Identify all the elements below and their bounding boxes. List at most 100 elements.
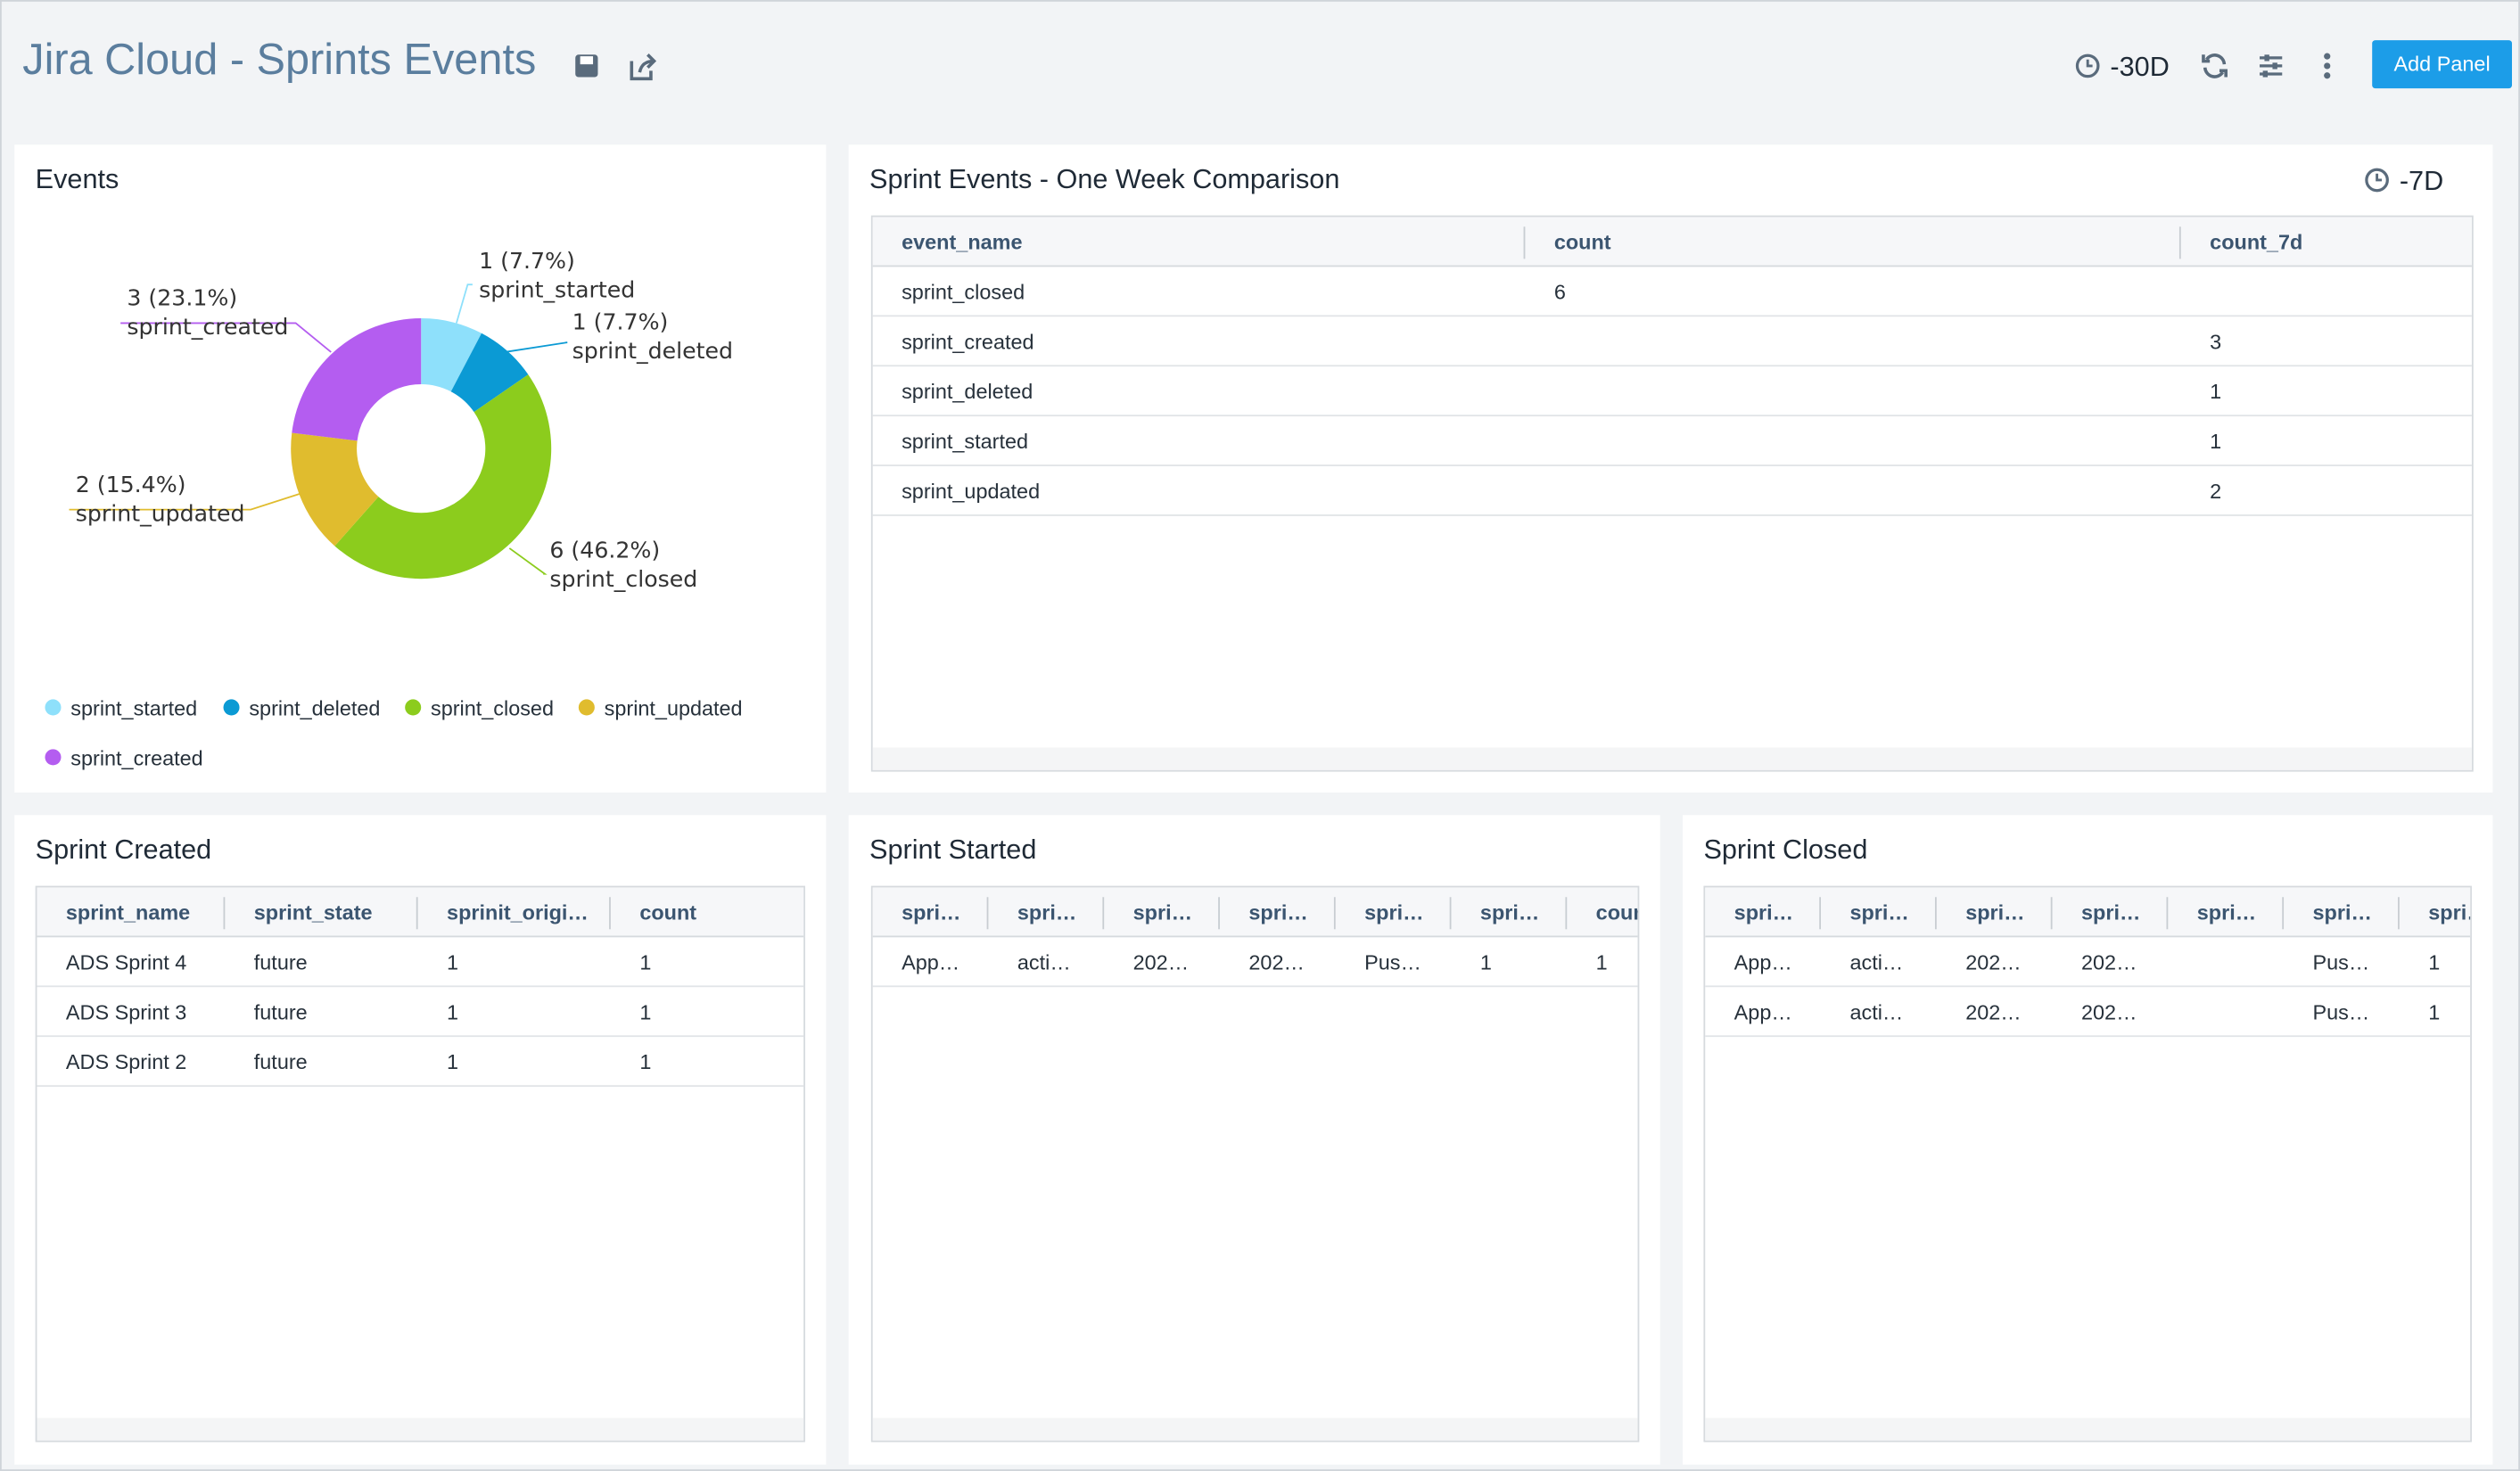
slice-label: 3 (23.1%) bbox=[127, 285, 237, 311]
clock-icon bbox=[2075, 53, 2100, 78]
legend-label: sprint_closed bbox=[431, 696, 554, 719]
column-header: count_7d bbox=[2181, 226, 2472, 259]
panel-title: Events bbox=[35, 163, 119, 195]
save-icon[interactable] bbox=[572, 52, 601, 80]
column-header: spri… bbox=[988, 897, 1105, 930]
table-cell: future bbox=[253, 999, 308, 1024]
table-cell: 1 bbox=[2428, 949, 2441, 974]
table-cell: ADS Sprint 3 bbox=[65, 999, 187, 1024]
panel-title: Sprint Created bbox=[35, 834, 212, 866]
table-cell: 1 bbox=[639, 1049, 652, 1074]
add-panel-button[interactable]: Add Panel bbox=[2372, 40, 2512, 89]
column-header: sprinit_origi… bbox=[418, 897, 611, 930]
slice-label: 2 (15.4%) bbox=[76, 472, 186, 497]
table-cell: sprint_updated bbox=[902, 479, 1041, 504]
table-cell: future bbox=[253, 1049, 308, 1074]
table-cell: 1 bbox=[2210, 429, 2222, 454]
table-cell: ADS Sprint 4 bbox=[65, 949, 187, 974]
column-header: spri… bbox=[1220, 897, 1336, 930]
table-cell: App… bbox=[902, 949, 960, 974]
table-cell: Pus… bbox=[2312, 949, 2370, 974]
leader-line bbox=[69, 492, 301, 511]
sprint-created-panel: Sprint Created sprint_name sprint_state sp… bbox=[14, 815, 827, 1465]
table-cell: acti… bbox=[1849, 999, 1904, 1024]
table: spri…spri…spri…spri…spri…spri…spri… App… a… bbox=[1703, 885, 2472, 1442]
column-header: spri… bbox=[1821, 897, 1937, 930]
table-cell: sprint_created bbox=[902, 329, 1034, 354]
table-cell: 1 bbox=[447, 949, 459, 974]
table-header: sprint_name sprint_state sprinit_origi… cou… bbox=[37, 887, 804, 938]
table-cell: 202… bbox=[1965, 999, 2022, 1024]
more-icon[interactable] bbox=[2316, 52, 2338, 80]
table-cell: 202… bbox=[2080, 949, 2137, 974]
table-cell: Pus… bbox=[1364, 949, 1421, 974]
column-header: sprint_name bbox=[37, 897, 226, 930]
table-cell: App… bbox=[1734, 999, 1792, 1024]
table-row: ADS Sprint 4 future 1 1 bbox=[37, 937, 804, 988]
column-header: spri… bbox=[1104, 897, 1220, 930]
table-cell: 6 bbox=[1553, 279, 1566, 304]
legend-label: sprint_created bbox=[70, 746, 202, 769]
time-range: -7D bbox=[2399, 165, 2444, 197]
slice-category: sprint_started bbox=[479, 277, 635, 303]
pie-slice bbox=[292, 318, 422, 441]
table-row: sprint_updated 2 bbox=[872, 466, 2472, 516]
slice-category: sprint_closed bbox=[549, 566, 697, 592]
table-row: App… acti… 202… 202… Pus… 1 bbox=[1705, 987, 2471, 1038]
legend-dot bbox=[578, 699, 595, 716]
table-cell: 1 bbox=[1595, 949, 1608, 974]
events-panel: Events 1 (7.7%) sprint_started sprint_star… bbox=[14, 144, 827, 793]
share-icon[interactable] bbox=[627, 52, 659, 84]
clock-icon bbox=[2365, 168, 2389, 193]
pie-slice bbox=[421, 318, 482, 392]
refresh-icon[interactable] bbox=[2200, 52, 2228, 80]
table: event_name count count_7d sprint_closed 6 spr… bbox=[870, 215, 2474, 772]
table-cell: 1 bbox=[639, 999, 652, 1024]
slice-category: sprint_created bbox=[127, 314, 288, 340]
table-cell: sprint_closed bbox=[902, 279, 1025, 304]
column-header: event_name bbox=[873, 226, 1526, 259]
time-range[interactable]: -30D bbox=[2110, 51, 2170, 82]
legend-dot bbox=[405, 699, 422, 716]
column-header: spri… bbox=[2284, 897, 2400, 930]
slice-label: 1 (7.7%) bbox=[572, 309, 669, 335]
table-cell: 202… bbox=[1965, 949, 2022, 974]
table-cell: 1 bbox=[447, 999, 459, 1024]
column-header: count bbox=[611, 897, 803, 929]
scrollbar bbox=[872, 747, 2472, 770]
legend-dot bbox=[223, 699, 240, 716]
scrollbar bbox=[37, 1418, 804, 1441]
column-header: count bbox=[1525, 226, 2181, 259]
table-cell: ADS Sprint 2 bbox=[65, 1049, 187, 1074]
table-row: sprint_closed 6 bbox=[872, 267, 2472, 317]
column-header: spri… bbox=[1705, 897, 1822, 930]
panel-title: Sprint Closed bbox=[1703, 834, 1868, 866]
table-row: sprint_deleted 1 bbox=[872, 366, 2472, 417]
table-row: ADS Sprint 3 future 1 1 bbox=[37, 987, 804, 1038]
comparison-panel: Sprint Events - One Week Comparison -7D … bbox=[848, 144, 2493, 793]
column-header: spri… bbox=[2400, 897, 2470, 929]
table: spri…spri…spri…spri…spri…spri…counApp…ac… bbox=[870, 885, 1640, 1442]
table-cell: 1 bbox=[1479, 949, 1492, 974]
column-header: spri… bbox=[2053, 897, 2169, 930]
table-cell: Pus… bbox=[2312, 999, 2370, 1024]
table-row: sprint_started 1 bbox=[872, 416, 2472, 466]
table-cell: 1 bbox=[447, 1049, 459, 1074]
table-cell: future bbox=[253, 949, 308, 974]
table-row: App… acti… 202… 202… Pus… 1 bbox=[1705, 937, 2471, 988]
legend-label: sprint_started bbox=[70, 696, 197, 719]
column-header: spri… bbox=[873, 897, 989, 930]
slice-category: sprint_deleted bbox=[572, 338, 733, 364]
column-header: spri… bbox=[2168, 897, 2285, 930]
table-cell: 202… bbox=[1248, 949, 1305, 974]
slice-category: sprint_updated bbox=[76, 500, 245, 526]
legend-dot bbox=[45, 749, 62, 766]
scrollbar bbox=[872, 1418, 1638, 1441]
donut-chart: 1 (7.7%) sprint_started sprint_started 1 (7… bbox=[45, 248, 743, 769]
panel-title: Sprint Started bbox=[869, 834, 1037, 866]
settings-icon[interactable] bbox=[2256, 52, 2285, 80]
table-row: App… acti… 202… 202… Pus… 1 1 bbox=[872, 937, 1638, 988]
table-cell: 2 bbox=[2210, 479, 2222, 504]
table-header: spri…spri…spri…spri…spri…spri…spri… bbox=[1705, 887, 2471, 938]
